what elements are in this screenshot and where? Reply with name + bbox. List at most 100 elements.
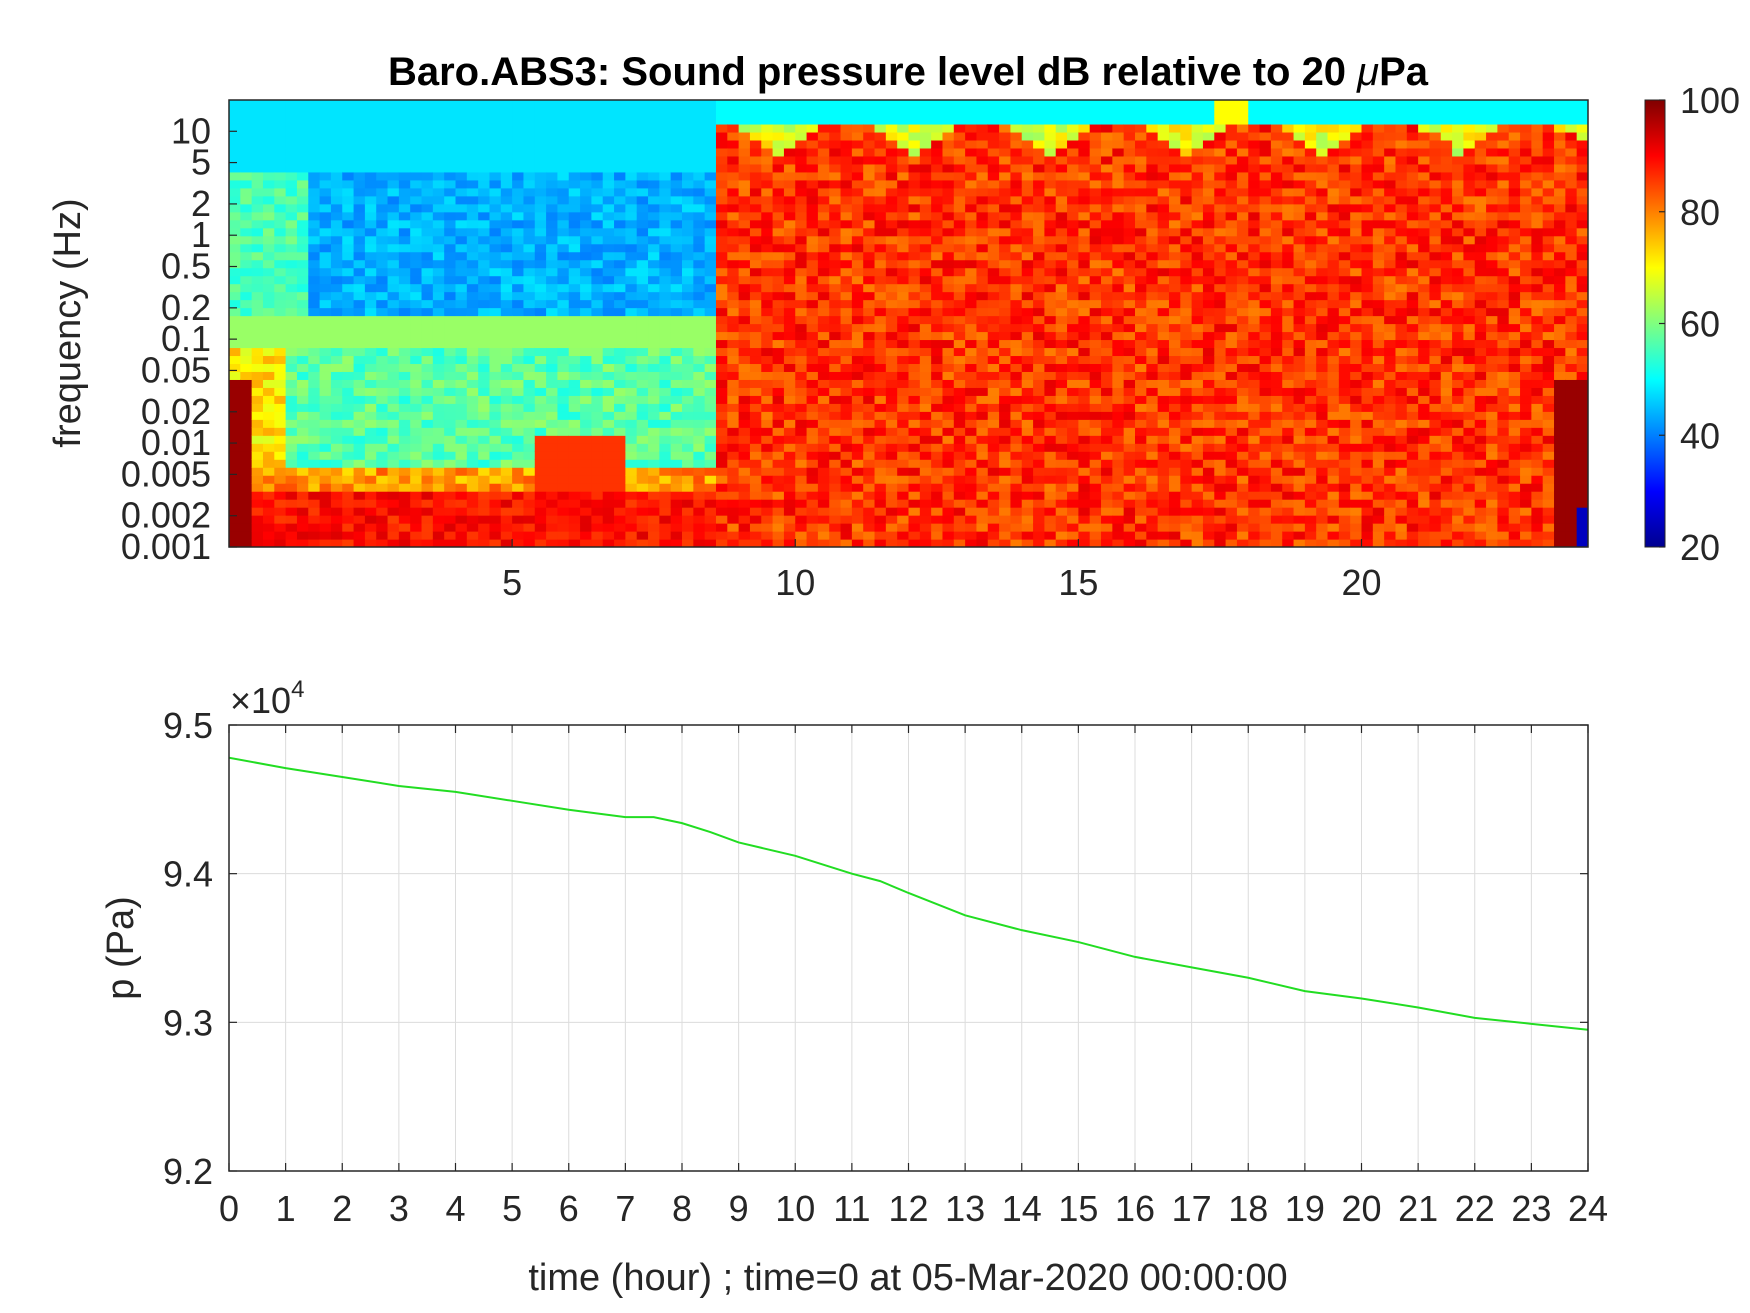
spectrogram-cell: [1168, 411, 1181, 420]
spectrogram-cell: [1123, 443, 1136, 452]
spectrogram-cell: [602, 179, 615, 189]
spectrogram-cell: [908, 100, 921, 109]
spectrogram-cell: [772, 451, 785, 460]
spectrogram-cell: [999, 427, 1012, 436]
spectrogram-cell: [274, 491, 287, 500]
spectrogram-cell: [897, 467, 910, 476]
spectrogram-cell: [455, 243, 468, 253]
spectrogram-cell: [749, 515, 762, 524]
spectrogram-cell: [965, 491, 978, 500]
spectrogram-cell: [466, 100, 479, 109]
spectrogram-cell: [1089, 515, 1102, 524]
spectrogram-cell: [806, 355, 819, 365]
spectrogram-cell: [353, 523, 366, 532]
spectrogram-cell: [727, 427, 740, 436]
spectrogram-cell: [806, 411, 819, 420]
spectrogram-cell: [1191, 523, 1204, 532]
spectrogram-cell: [795, 443, 808, 452]
spectrogram-cell: [806, 467, 819, 476]
spectrogram-cell: [897, 347, 910, 357]
spectrogram-cell: [398, 531, 411, 540]
spectrogram-cell: [546, 435, 559, 444]
spectrogram-cell: [693, 371, 706, 380]
spectrogram-cell: [987, 203, 1000, 213]
spectrogram-cell: [308, 379, 321, 388]
spectrogram-cell: [296, 163, 309, 173]
spectrogram-cell: [704, 283, 717, 293]
spectrogram-cell: [795, 499, 808, 508]
spectrogram-cell: [455, 515, 468, 524]
spectrogram-cell: [1157, 427, 1170, 436]
spectrogram-cell: [557, 291, 570, 301]
spectrogram-cell: [274, 171, 287, 181]
spectrogram-cell: [1123, 483, 1136, 492]
spectrogram-cell: [398, 171, 411, 181]
spectrogram-cell: [761, 171, 774, 181]
spectrogram-cell: [1157, 171, 1170, 181]
spectrogram-cell: [851, 411, 864, 420]
spectrogram-cell: [274, 163, 287, 173]
spectrogram-cell: [1146, 227, 1159, 237]
spectrogram-cell: [455, 283, 468, 293]
spectrogram-cell: [1135, 483, 1147, 492]
spectrogram-cell: [840, 107, 853, 117]
spectrogram-cell: [444, 363, 457, 372]
spectrogram-cell: [919, 411, 932, 420]
spectrogram-cell: [670, 483, 683, 492]
spectrogram-cell: [500, 107, 513, 117]
spectrogram-cell: [1225, 371, 1238, 380]
spectrogram-cell: [229, 243, 241, 253]
spectrogram-cell: [682, 259, 694, 269]
spectrogram-cell: [512, 171, 525, 181]
spectrogram-cell: [738, 363, 751, 372]
spectrogram-cell: [251, 235, 264, 245]
spectrogram-cell: [1021, 139, 1034, 149]
spectrogram-cell: [557, 371, 570, 380]
spectrogram-cell: [251, 227, 264, 237]
spectrogram-cell: [1078, 115, 1091, 125]
spectrogram-cell: [580, 507, 592, 516]
spectrogram-cell: [659, 347, 672, 357]
spectrogram-cell: [976, 459, 989, 468]
spectrogram-cell: [591, 491, 604, 500]
spectrogram-cell: [999, 131, 1012, 141]
spectrogram-cell: [342, 419, 355, 428]
spectrogram-cell: [1112, 411, 1125, 420]
spectrogram-cell: [274, 339, 287, 349]
spectrogram-cell: [308, 179, 321, 189]
spectrogram-cell: [795, 475, 808, 484]
spectrogram-cell: [444, 371, 457, 380]
spectrogram-cell: [444, 251, 457, 261]
spectrogram-cell: [1180, 163, 1193, 173]
spectrogram-cell: [455, 419, 468, 428]
spectrogram-cell: [1225, 203, 1238, 213]
spectrogram-cell: [466, 395, 479, 404]
spectrogram-cell: [410, 275, 423, 285]
spectrogram-cell: [353, 299, 366, 309]
spectrogram-cell: [398, 467, 411, 476]
spectrogram-cell: [1180, 355, 1193, 365]
spectrogram-cell: [523, 419, 536, 428]
spectrogram-cell: [999, 267, 1012, 277]
spectrogram-cell: [1101, 467, 1113, 476]
spectrogram-cell: [1146, 323, 1159, 333]
spectrogram-cell: [885, 100, 898, 109]
spectrogram-cell: [727, 211, 740, 221]
spectrogram-cell: [670, 459, 683, 468]
spectrogram-cell: [1168, 323, 1181, 333]
spectrogram-cell: [1101, 267, 1113, 277]
spectrogram-cell: [987, 355, 1000, 365]
spectrogram-cell: [727, 347, 740, 357]
spectrogram-cell: [693, 491, 706, 500]
spectrogram-cell: [251, 139, 264, 149]
spectrogram-cell: [353, 179, 366, 189]
spectrogram-cell: [874, 539, 887, 547]
spectrogram-cell: [942, 531, 955, 540]
spectrogram-cell: [1089, 299, 1102, 309]
spectrogram-cell: [783, 267, 796, 277]
spectrogram-cell: [874, 347, 887, 357]
spectrogram-cell: [625, 419, 638, 428]
spectrogram-cell: [296, 267, 309, 277]
spectrogram-cell: [1225, 387, 1238, 396]
spectrogram-cell: [908, 403, 921, 412]
